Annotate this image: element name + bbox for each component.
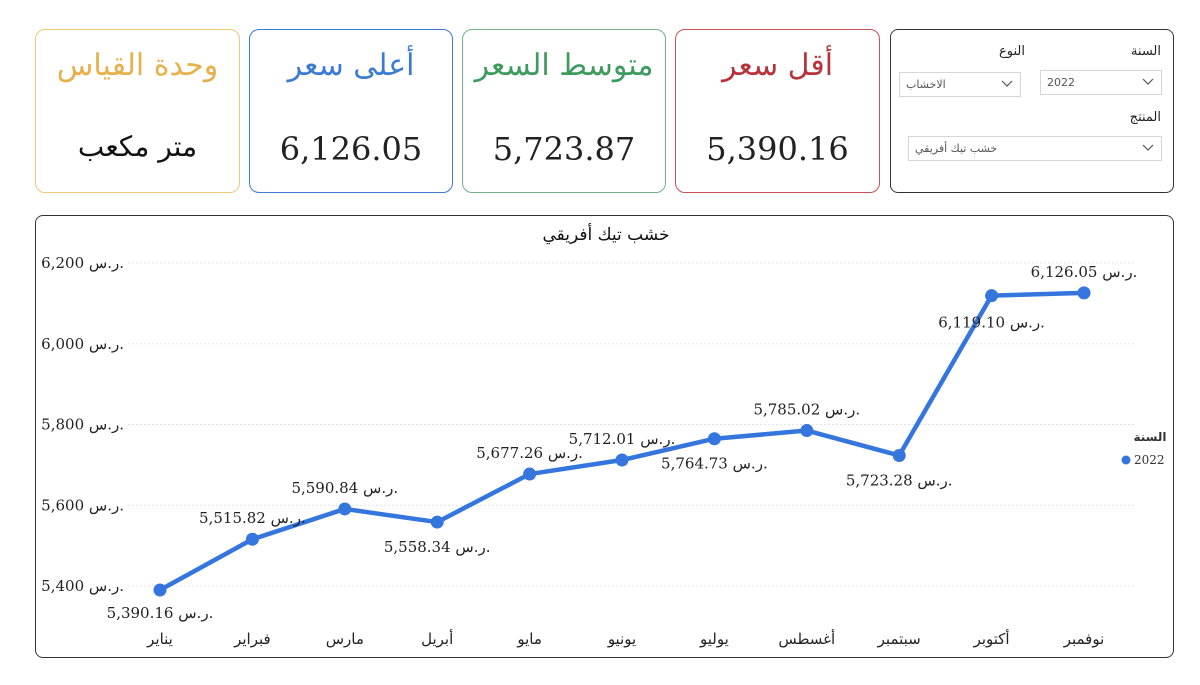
data-label: 5,785.02 ر.س.: [753, 401, 860, 419]
type-select-value: الاخشاب: [906, 78, 946, 91]
x-axis-ticks: يناير فبراير مارس أبريل مايو يونيو يوليو أغسطس س…: [146, 629, 1104, 648]
avg-price-card: متوسط السعر 5,723.87: [462, 29, 666, 193]
avg-price-value: 5,723.87: [492, 130, 636, 168]
max-price-title: أعلى سعر: [287, 48, 415, 83]
avg-price-title: متوسط السعر: [474, 48, 654, 83]
x-tick-label: أبريل: [421, 629, 453, 648]
data-label: 5,590.84 ر.س.: [291, 479, 398, 497]
grid-lines: [128, 262, 1136, 587]
x-tick-label: أكتوبر: [973, 629, 1010, 648]
product-filter-label: المنتج: [1129, 110, 1161, 125]
unit-card: وحدة القياس متر مكعب: [35, 29, 240, 193]
year-select[interactable]: 2022: [1040, 70, 1162, 95]
type-filter-label: النوع: [999, 44, 1025, 59]
data-label: 5,677.26 ر.س.: [476, 444, 583, 462]
x-tick-label: يونيو: [607, 630, 636, 648]
data-point: [707, 432, 721, 446]
data-point: [892, 448, 906, 462]
data-label: 5,558.34 ر.س.: [384, 538, 491, 556]
x-tick-label: مايو: [516, 630, 542, 648]
price-line-chart: خشب تيك أفريقي 5,400 ر.س. 5,600 ر.س. 5,800…: [35, 215, 1174, 658]
data-point: [800, 424, 814, 438]
max-price-card: أعلى سعر 6,126.05: [249, 29, 453, 193]
data-label: 5,390.16 ر.س.: [107, 604, 214, 622]
data-point: [153, 583, 167, 597]
data-label: 6,126.05 ر.س.: [1031, 263, 1138, 281]
data-point: [430, 515, 444, 529]
y-tick-label: 5,400 ر.س.: [41, 577, 124, 595]
chevron-down-icon: [1001, 80, 1013, 87]
chart-canvas: خشب تيك أفريقي 5,400 ر.س. 5,600 ر.س. 5,800…: [41, 223, 1167, 648]
legend-title: السنة: [1133, 430, 1166, 444]
year-filter-label: السنة: [1130, 44, 1161, 59]
min-price-value: 5,390.16: [706, 130, 849, 168]
x-tick-label: يناير: [146, 630, 173, 648]
data-point: [985, 289, 999, 303]
data-point: [338, 502, 352, 516]
y-axis-ticks: 5,400 ر.س. 5,600 ر.س. 5,800 ر.س. 6,000 ر.س.…: [41, 254, 124, 595]
chart-title: خشب تيك أفريقي: [542, 223, 669, 245]
legend-label: 2022: [1134, 453, 1165, 467]
legend-marker: [1121, 455, 1131, 465]
y-tick-label: 6,200 ر.س.: [41, 254, 124, 272]
data-label: 6,119.10 ر.س.: [938, 314, 1045, 332]
data-point: [523, 467, 537, 481]
year-select-value: 2022: [1047, 76, 1075, 89]
data-labels: 5,390.16 ر.س. 5,515.82 ر.س. 5,590.84 ر.س. 5…: [107, 263, 1138, 622]
data-label: 5,764.73 ر.س.: [661, 455, 768, 473]
data-point: [1077, 286, 1091, 300]
x-tick-label: نوفمبر: [1063, 630, 1105, 648]
product-select-value: خشب تيك أفريقي: [915, 142, 998, 155]
x-tick-label: مارس: [326, 630, 364, 648]
product-select[interactable]: خشب تيك أفريقي: [908, 136, 1162, 161]
data-point: [615, 453, 629, 467]
type-select[interactable]: الاخشاب: [899, 72, 1021, 97]
y-tick-label: 5,800 ر.س.: [41, 416, 124, 434]
chevron-down-icon: [1142, 144, 1154, 151]
data-label: 5,515.82 ر.س.: [199, 509, 306, 527]
legend: السنة 2022: [1121, 430, 1167, 467]
x-tick-label: سبتمبر: [877, 630, 921, 648]
data-label: 5,723.28 ر.س.: [846, 471, 953, 489]
series-2022: [153, 286, 1091, 597]
filter-panel: السنة 2022 النوع الاخشاب المنتج خشب تيك …: [890, 29, 1174, 193]
data-label: 5,712.01 ر.س.: [569, 430, 676, 448]
x-tick-label: فبراير: [233, 630, 271, 648]
data-point: [245, 532, 259, 546]
y-tick-label: 5,600 ر.س.: [41, 496, 124, 514]
unit-card-title: وحدة القياس: [56, 48, 219, 83]
min-price-card: أقل سعر 5,390.16: [675, 29, 880, 193]
max-price-value: 6,126.05: [279, 130, 423, 168]
y-tick-label: 6,000 ر.س.: [41, 335, 124, 353]
unit-card-value: متر مكعب: [77, 130, 198, 163]
chevron-down-icon: [1142, 78, 1154, 85]
min-price-title: أقل سعر: [721, 48, 834, 83]
x-tick-label: يوليو: [699, 630, 729, 648]
x-tick-label: أغسطس: [778, 629, 835, 648]
